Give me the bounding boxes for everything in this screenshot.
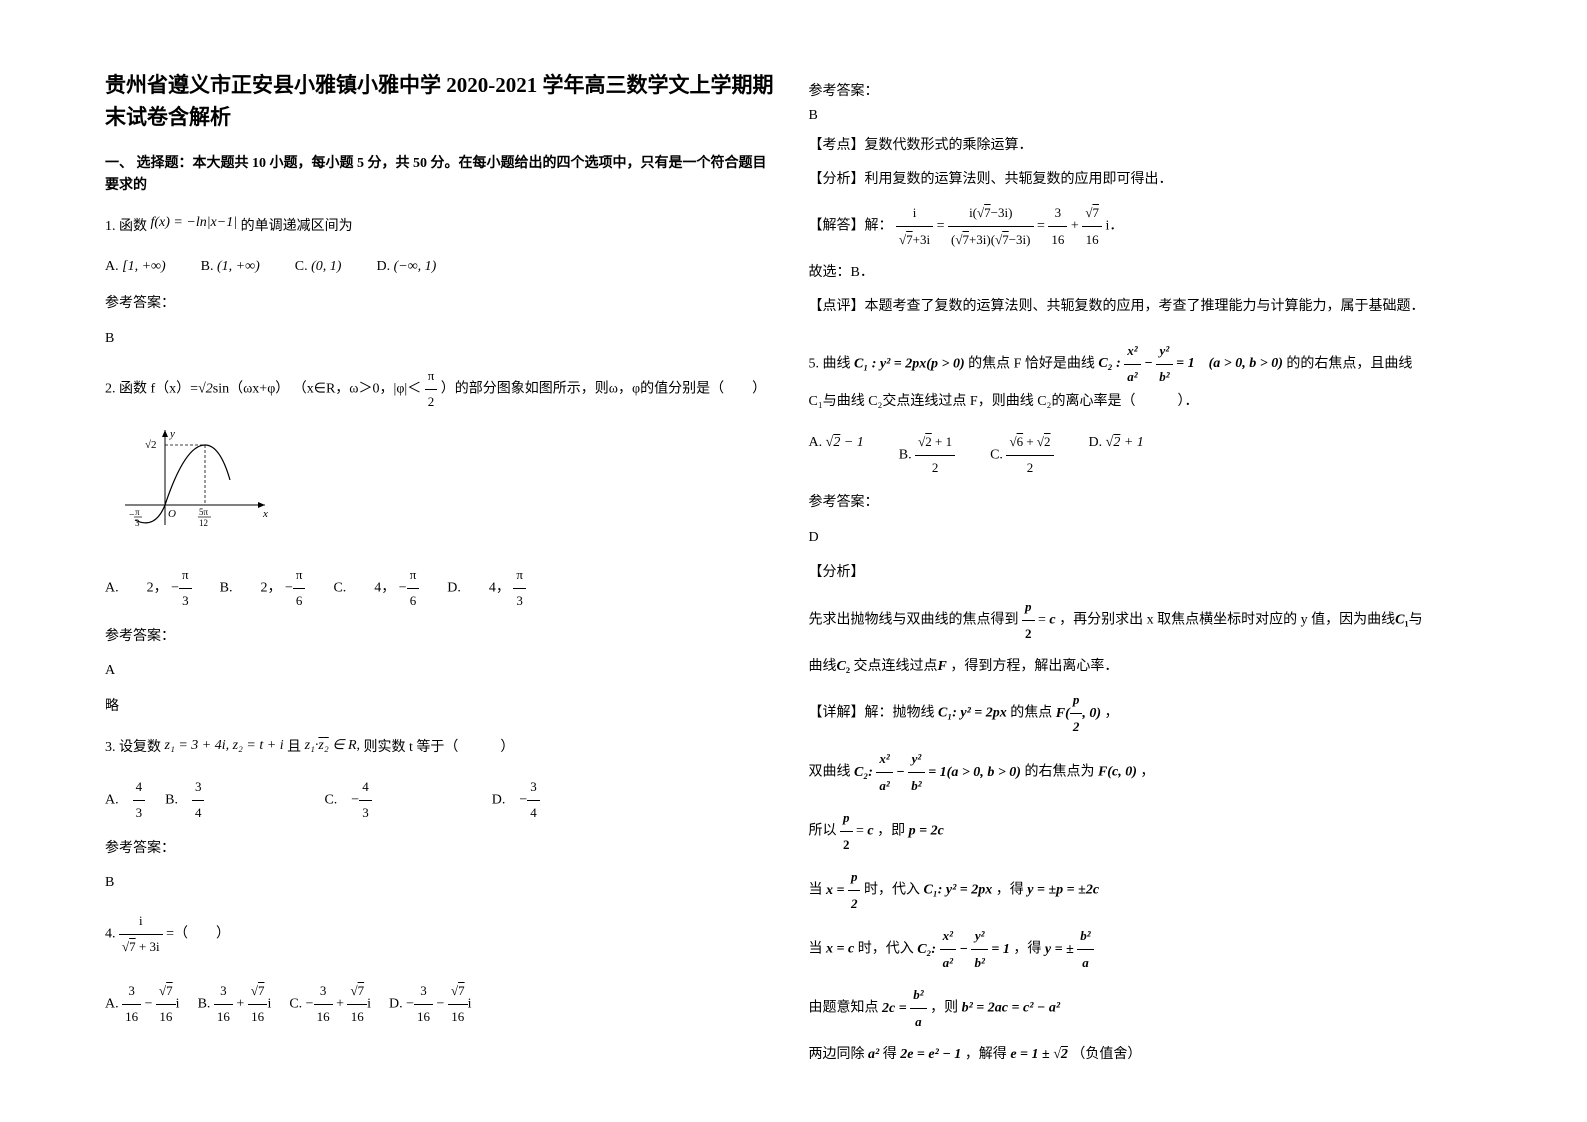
- q2-options: A. 2， −π3 B. 2， −π6 C. 4， −π6 D. 4， π3: [105, 563, 779, 613]
- q4-dianping: 【点评】本题考查了复数的运算法则、共轭复数的应用，考查了推理能力与计算能力，属于…: [809, 293, 1483, 321]
- q2-answer-label: 参考答案：: [105, 624, 779, 651]
- q3-answer-value: B: [105, 870, 779, 897]
- q2-p1: 2. 函数 f（x）=: [105, 382, 198, 397]
- q5-answer-label: 参考答案：: [809, 490, 1483, 517]
- svg-text:√2: √2: [145, 439, 157, 451]
- exam-title: 贵州省遵义市正安县小雅镇小雅中学 2020-2021 学年高三数学文上学期期末试…: [105, 70, 779, 133]
- q2-answer-value: A: [105, 658, 779, 685]
- q3-p1: 3. 设复数: [105, 740, 161, 755]
- q4-opt-d: D. −316 − √716i: [389, 979, 471, 1029]
- svg-text:x: x: [262, 508, 268, 520]
- q2-sqrt: √2: [198, 382, 213, 397]
- q4-equals: =（ ）: [166, 926, 230, 941]
- q3-z1: z₁ = 3 + 4i, z₂ = t + i: [165, 738, 284, 753]
- svg-text:O: O: [168, 508, 176, 520]
- q2-opt-a: A. 2， −π3: [105, 563, 192, 613]
- q3-opt-d: D. −34: [492, 775, 540, 825]
- svg-text:π: π: [135, 507, 140, 517]
- q2-opt-c: C. 4， −π6: [333, 563, 419, 613]
- q1-opt-a: A. [1, +∞): [105, 254, 166, 281]
- q3-options: A. 43 B. 34 C. −43 D. −34: [105, 775, 779, 825]
- q3-z1z2: z₁·z₂ ∈ R,: [305, 738, 360, 753]
- q5-xiangjie-line4: 当 x = p2 时，代入 C₁: y² = 2px ，得 y = ±p = ±…: [809, 864, 1483, 917]
- q5-opt-b: B. √2 + 12: [899, 430, 955, 480]
- svg-text:5π: 5π: [199, 507, 209, 517]
- q3-p2: 且: [287, 740, 301, 755]
- q3-p3: 则实数 t 等于（ ）: [364, 740, 515, 755]
- q4-options: A. 316 − √716i B. 316 + √716i C. −316 + …: [105, 979, 779, 1029]
- q4-guxuan: 故选：B．: [809, 259, 1483, 287]
- q5-xiangjie-line7: 两边同除 a² 得 2e = e² − 1 ，解得 e = 1 ± √2 （负值…: [809, 1041, 1483, 1069]
- q1-opt-b: B. (1, +∞): [201, 254, 260, 281]
- q5-opt-c: C. √6 + √22: [990, 430, 1053, 480]
- q4-kaodian: 【考点】复数代数形式的乘除运算．: [809, 132, 1483, 160]
- q5-opt-a: A. √2 − 1: [809, 430, 864, 480]
- q3-opt-b: B. 34: [165, 775, 204, 825]
- q5-c1: C₁ : y² = 2px(p > 0): [854, 356, 965, 371]
- q4-answer-value: B: [809, 108, 1483, 124]
- q5-xiangjie-line5: 当 x = c 时，代入 C₂: x²a² − y²b² = 1 ，得 y = …: [809, 923, 1483, 976]
- section-header: 一、 选择题：本大题共 10 小题，每小题 5 分，共 50 分。在每小题给出的…: [105, 153, 779, 198]
- q5-fenxi-line1: 先求出抛物线与双曲线的焦点得到 p2 = c ，再分别求出 x 取焦点横坐标时对…: [809, 594, 1483, 647]
- q2-p3: ）的部分图象如图所示，则ω，φ的值分别是（ ）: [441, 382, 766, 397]
- left-column: 贵州省遵义市正安县小雅镇小雅中学 2020-2021 学年高三数学文上学期期末试…: [90, 70, 794, 1082]
- q5-opt-d: D. √2 + 1: [1089, 430, 1144, 480]
- question-1: 1. 函数 f(x) = −ln|x−1| 的单调递减区间为 A. [1, +∞…: [105, 210, 779, 352]
- q2-graph: y x √2 O − π 3 5π 12: [115, 425, 275, 535]
- q4-formula: i√7 + 3i: [119, 909, 163, 959]
- question-3: 3. 设复数 z₁ = 3 + 4i, z₂ = t + i 且 z₁·z₂ ∈…: [105, 733, 779, 897]
- q4-opt-a: A. 316 − √716i: [105, 979, 180, 1029]
- q1-opt-d: D. (−∞, 1): [376, 254, 436, 281]
- q5-xiangjie-line1: 【详解】解：抛物线 C₁: y² = 2px 的焦点 F(p2, 0) ，: [809, 687, 1483, 740]
- q3-answer-label: 参考答案：: [105, 836, 779, 863]
- q4-opt-c: C. −316 + √716i: [289, 979, 371, 1029]
- q5-xiangjie-line6: 由题意知点 2c = b²a ，则 b² = 2ac = c² − a²: [809, 982, 1483, 1035]
- q1-formula: f(x) = −ln|x−1|: [151, 215, 238, 230]
- q4-stem: 4.: [105, 926, 119, 941]
- q5-fenxi-label: 【分析】: [809, 560, 1483, 587]
- q2-frac-pi2: π2: [425, 364, 438, 414]
- q1-answer-label: 参考答案：: [105, 291, 779, 318]
- q5-line2: C₁与曲线 C₂交点连线过点 F，则曲线 C₂的离心率是（ ）．: [809, 389, 1483, 416]
- q4-jieda: 【解答】解： i√7+3i = i(√7−3i)(√7+3i)(√7−3i) =…: [809, 200, 1483, 253]
- question-4: 4. i√7 + 3i =（ ） A. 316 − √716i B. 316 +…: [105, 909, 779, 1030]
- svg-text:12: 12: [199, 518, 208, 528]
- q5-xiangjie-line3: 所以 p2 = c ，即 p = 2c: [809, 805, 1483, 858]
- q4-fenxi: 【分析】利用复数的运算法则、共轭复数的应用即可得出．: [809, 166, 1483, 194]
- q2-opt-b: B. 2， −π6: [220, 563, 306, 613]
- q5-p3: 的的右焦点，且曲线: [1286, 356, 1412, 371]
- q5-answer-value: D: [809, 525, 1483, 552]
- svg-text:y: y: [169, 428, 175, 440]
- q1-options: A. [1, +∞) B. (1, +∞) C. (0, 1) D. (−∞, …: [105, 254, 779, 281]
- q3-opt-a: A. 43: [105, 775, 145, 825]
- question-5: 5. 曲线 C₁ : y² = 2px(p > 0) 的焦点 F 恰好是曲线 C…: [809, 339, 1483, 1069]
- q5-options: A. √2 − 1 B. √2 + 12 C. √6 + √22 D. √2 +…: [809, 430, 1483, 480]
- q1-suffix: 的单调递减区间为: [241, 219, 353, 234]
- q5-xiangjie-line2: 双曲线 C₂: x²a² − y²b² = 1(a > 0, b > 0) 的右…: [809, 746, 1483, 799]
- q3-opt-c: C. −43: [324, 775, 371, 825]
- q2-note: 略: [105, 693, 779, 721]
- q5-p2: 的焦点 F 恰好是曲线: [968, 356, 1095, 371]
- q2-opt-d: D. 4， π3: [447, 563, 526, 613]
- q5-p1: 5. 曲线: [809, 356, 851, 371]
- q2-p2: sin（ωx+φ） （x∈R，ω＞0，|φ|＜: [213, 382, 421, 397]
- q5-fenxi-line2: 曲线C₂ 交点连线过点F ，得到方程，解出离心率．: [809, 653, 1483, 681]
- q4-answer-label: 参考答案：: [809, 80, 1483, 100]
- svg-text:3: 3: [135, 518, 140, 528]
- right-column: 参考答案： B 【考点】复数代数形式的乘除运算． 【分析】利用复数的运算法则、共…: [794, 70, 1498, 1082]
- q5-c2: C₂ : x²a² − y²b² = 1 (a > 0, b > 0): [1098, 356, 1282, 371]
- q1-answer-value: B: [105, 326, 779, 353]
- question-2: 2. 函数 f（x）=√2sin（ωx+φ） （x∈R，ω＞0，|φ|＜ π2 …: [105, 364, 779, 721]
- q1-prefix: 1. 函数: [105, 219, 147, 234]
- q1-opt-c: C. (0, 1): [295, 254, 342, 281]
- q4-opt-b: B. 316 + √716i: [198, 979, 272, 1029]
